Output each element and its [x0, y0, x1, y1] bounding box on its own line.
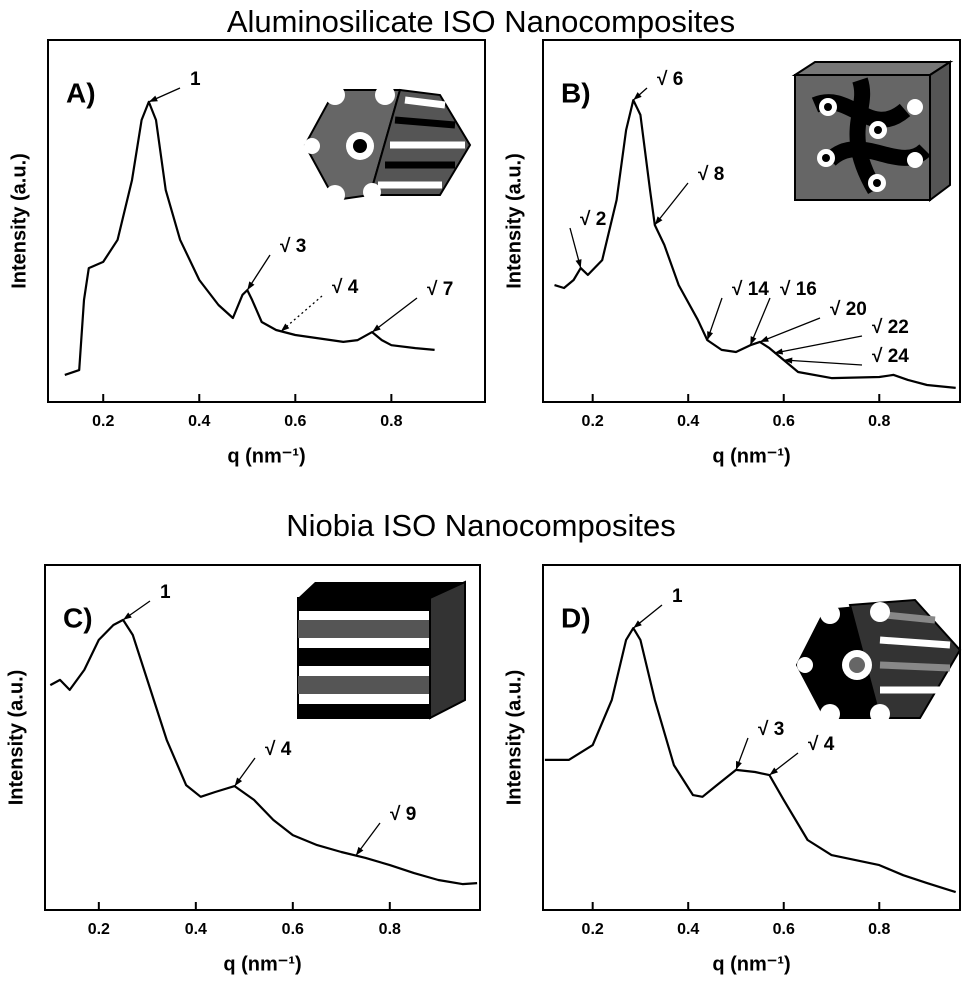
- annotation-label: √ 24: [872, 346, 909, 367]
- x-tick-label: 0.4: [677, 413, 699, 430]
- x-tick-label: 0.6: [773, 413, 795, 430]
- y-axis-label: Intensity (a.u.): [503, 153, 525, 289]
- annotation-arrow: [371, 297, 418, 333]
- arrow-head: [654, 216, 663, 225]
- arrow-head: [247, 281, 255, 291]
- arrow-head: [355, 846, 364, 856]
- arrow-head: [575, 259, 582, 269]
- x-tick-label: 0.6: [773, 921, 795, 938]
- panel: 0.2 0.4 0.6 0.8 q (nm⁻¹) Intensity (a.u.) A) 1 √…: [8, 39, 486, 467]
- arrow-head: [769, 767, 778, 776]
- annotation-label: √ 14: [732, 279, 769, 300]
- annotation-label: 1: [190, 69, 201, 90]
- data-line: [554, 99, 956, 389]
- inset-hexagonal: [303, 85, 472, 205]
- x-tick-label: 0.6: [284, 413, 306, 430]
- x-tick-label: 0.8: [868, 921, 890, 938]
- arrow-head: [280, 323, 290, 332]
- arrow-head: [372, 324, 381, 333]
- x-axis-label: q (nm⁻¹): [227, 445, 305, 467]
- annotation-label: √ 9: [390, 804, 416, 825]
- x-tick-label: 0.8: [868, 413, 890, 430]
- annotation-label: √ 3: [280, 236, 306, 257]
- arrow-head: [234, 777, 243, 787]
- data-line: [544, 627, 957, 894]
- x-axis-label: q (nm⁻¹): [712, 953, 790, 975]
- y-axis-label: Intensity (a.u.): [8, 153, 30, 289]
- y-axis-label: Intensity (a.u.): [5, 670, 27, 806]
- x-tick-label: 0.2: [582, 413, 604, 430]
- y-axis-label: Intensity (a.u.): [503, 670, 525, 806]
- panel: 0.2 0.4 0.6 0.8 q (nm⁻¹) Intensity (a.u.) D) 1 √…: [503, 564, 961, 975]
- x-tick-label: 0.2: [88, 921, 110, 938]
- annotation-arrow: [654, 182, 689, 226]
- annotation-label: √ 3: [758, 719, 784, 740]
- annotation-arrow: [774, 335, 863, 354]
- annotation-label: √ 4: [265, 739, 292, 760]
- x-tick-label: 0.2: [582, 921, 604, 938]
- x-tick-label: 0.8: [380, 413, 402, 430]
- annotation-label: √ 8: [698, 164, 724, 185]
- annotation-arrow: [280, 295, 323, 332]
- inset-inverse-hexagonal: [795, 598, 962, 724]
- arrow-head: [783, 357, 793, 364]
- inset-lamellar: [297, 580, 466, 720]
- arrow-head: [750, 336, 757, 346]
- arrow-head: [735, 760, 742, 770]
- panel: 0.2 0.4 0.6 0.8 q (nm⁻¹) Intensity (a.u.) B) √ …: [503, 39, 961, 467]
- annotation-label: 1: [160, 582, 171, 603]
- annotation-label: √ 6: [657, 69, 683, 90]
- data-line: [64, 100, 435, 376]
- panel-label: D): [561, 602, 591, 633]
- x-tick-label: 0.4: [677, 921, 699, 938]
- annotation-label: √ 2: [580, 209, 606, 230]
- annotation-label: √ 22: [872, 317, 909, 338]
- annotation-arrow: [749, 297, 771, 346]
- plot-frame: [47, 39, 486, 403]
- arrow-head: [148, 95, 158, 102]
- x-tick-label: 0.4: [188, 413, 210, 430]
- x-axis-label: q (nm⁻¹): [223, 953, 301, 975]
- data-line: [49, 618, 478, 886]
- arrow-head: [633, 620, 642, 629]
- panel-label: B): [561, 77, 591, 108]
- x-tick-label: 0.6: [282, 921, 304, 938]
- annotation-label: √ 4: [332, 277, 359, 298]
- annotation-label: √ 4: [808, 734, 835, 755]
- annotation-label: 1: [672, 586, 683, 607]
- plot-frame: [542, 564, 961, 911]
- x-tick-label: 0.4: [185, 921, 207, 938]
- arrow-head: [633, 92, 642, 101]
- section-heading: Aluminosilicate ISO Nanocomposites: [227, 4, 735, 39]
- x-axis-label: q (nm⁻¹): [712, 445, 790, 467]
- x-tick-label: 0.2: [92, 413, 114, 430]
- arrow-head: [123, 612, 132, 620]
- annotation-arrow: [759, 317, 821, 343]
- annotation-label: √ 7: [427, 279, 453, 300]
- annotation-arrow: [783, 359, 863, 366]
- plot-frame: [542, 39, 961, 403]
- plot-frame: [44, 564, 481, 911]
- panel-label: A): [66, 77, 96, 108]
- arrow-head: [759, 335, 769, 342]
- inset-gyroid: [791, 60, 954, 202]
- annotation-label: √ 20: [830, 299, 867, 320]
- panel-label: C): [63, 602, 93, 633]
- arrow-head: [774, 348, 784, 355]
- section-heading: Niobia ISO Nanocomposites: [286, 508, 675, 543]
- x-tick-label: 0.8: [379, 921, 401, 938]
- panel: 0.2 0.4 0.6 0.8 q (nm⁻¹) Intensity (a.u.) C) 1 √…: [5, 564, 481, 975]
- annotation-label: √ 16: [780, 279, 817, 300]
- arrow-head: [707, 331, 714, 341]
